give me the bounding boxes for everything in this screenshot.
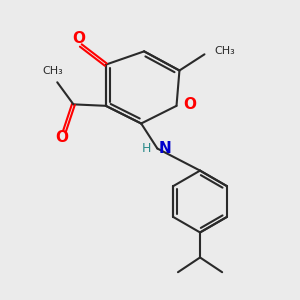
Text: CH₃: CH₃ bbox=[43, 66, 63, 76]
Text: N: N bbox=[159, 141, 172, 156]
Text: O: O bbox=[183, 97, 196, 112]
Text: O: O bbox=[72, 32, 85, 46]
Text: H: H bbox=[142, 142, 151, 155]
Text: CH₃: CH₃ bbox=[215, 46, 236, 56]
Text: O: O bbox=[55, 130, 68, 145]
